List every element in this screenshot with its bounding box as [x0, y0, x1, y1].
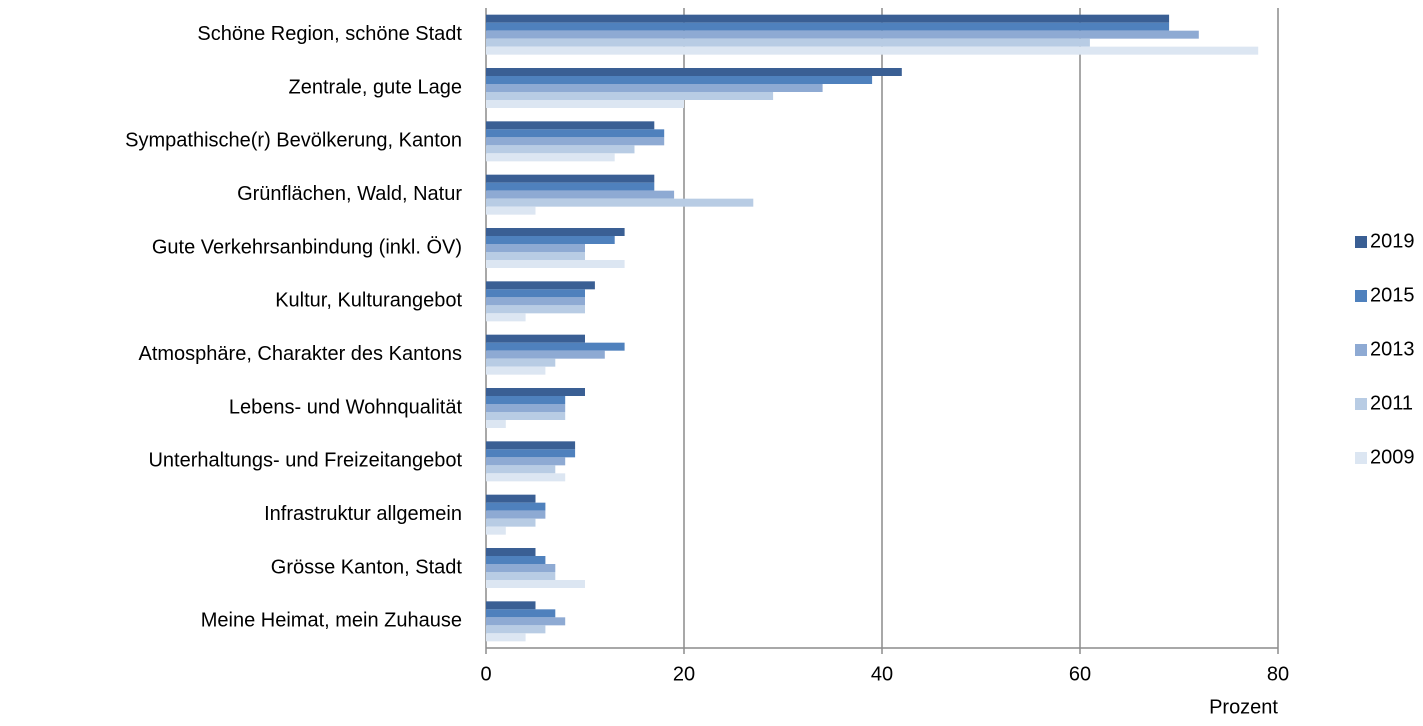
bar [486, 281, 595, 290]
bar [486, 556, 546, 564]
bar [486, 564, 556, 572]
legend-label: 2013 [1370, 338, 1415, 360]
bar [486, 572, 556, 580]
bar [486, 206, 536, 215]
legend-swatch [1355, 290, 1367, 302]
y-tick-label: Kultur, Kulturangebot [275, 290, 462, 312]
legend-swatch [1355, 452, 1367, 464]
bar [486, 457, 566, 466]
bar [486, 252, 585, 260]
bar [486, 548, 536, 556]
bar [486, 198, 754, 207]
bar [486, 260, 625, 268]
legend-swatch [1355, 344, 1367, 356]
x-tick-label: 40 [871, 663, 893, 685]
bar [486, 182, 655, 191]
y-tick-label: Grünflächen, Wald, Natur [237, 183, 462, 205]
y-tick-label: Grösse Kanton, Stadt [271, 556, 463, 578]
x-tick-label: 20 [673, 663, 695, 685]
y-tick-label: Meine Heimat, mein Zuhause [201, 610, 462, 632]
bar [486, 46, 1259, 55]
y-tick-label: Lebens- und Wohnqualität [229, 396, 463, 418]
bar [486, 404, 566, 412]
legend-label: 2011 [1370, 392, 1413, 414]
bar [486, 388, 585, 396]
bar [486, 441, 576, 450]
bar [486, 494, 536, 503]
bar [486, 297, 585, 306]
x-tick-label: 0 [480, 663, 491, 685]
bar [486, 145, 635, 154]
bar [486, 350, 605, 359]
bar [486, 121, 655, 130]
x-tick-label: 80 [1267, 663, 1289, 685]
bar [486, 289, 585, 298]
bar [486, 38, 1090, 47]
y-tick-label: Sympathische(r) Bevölkerung, Kanton [125, 130, 462, 152]
legend-swatch [1355, 398, 1367, 410]
bar [486, 580, 585, 588]
bar [486, 30, 1199, 39]
bar [486, 420, 506, 428]
bar [486, 366, 546, 375]
bar [486, 473, 566, 482]
bar [486, 137, 665, 146]
y-tick-label: Gute Verkehrsanbindung (inkl. ÖV) [152, 236, 462, 258]
bar [486, 129, 665, 138]
y-tick-label: Unterhaltungs- und Freizeitangebot [148, 450, 462, 472]
bar [486, 100, 684, 108]
legend-label: 2009 [1370, 446, 1415, 468]
bar [486, 396, 566, 404]
bar [486, 76, 873, 84]
bar [486, 228, 625, 236]
bar [486, 84, 823, 92]
bar [486, 22, 1170, 31]
bar [486, 153, 615, 162]
x-axis-label: Prozent [1209, 696, 1278, 718]
bar [486, 174, 655, 183]
bar [486, 449, 576, 458]
bar [486, 313, 526, 322]
bar [486, 358, 556, 367]
y-tick-label: Infrastruktur allgemein [264, 503, 462, 525]
y-tick-label: Zentrale, gute Lage [289, 76, 462, 98]
y-tick-label: Schöne Region, schöne Stadt [197, 23, 462, 45]
bar [486, 236, 615, 244]
bar [486, 518, 536, 527]
bar [486, 68, 902, 76]
bar [486, 465, 556, 474]
bar [486, 412, 566, 420]
bar [486, 502, 546, 511]
bar [486, 190, 675, 199]
bar [486, 617, 566, 626]
legend-label: 2015 [1370, 284, 1415, 306]
bar [486, 92, 774, 100]
bar [486, 14, 1170, 23]
bar [486, 633, 526, 642]
x-tick-label: 60 [1069, 663, 1091, 685]
bar [486, 305, 585, 314]
bar [486, 342, 625, 351]
legend-swatch [1355, 236, 1367, 248]
bar [486, 244, 585, 252]
bar [486, 625, 546, 634]
y-tick-label: Atmosphäre, Charakter des Kantons [138, 343, 462, 365]
bar [486, 601, 536, 610]
bar [486, 609, 556, 618]
bar [486, 510, 546, 519]
bar [486, 526, 506, 535]
bar [486, 334, 585, 343]
legend-label: 2019 [1370, 230, 1415, 252]
